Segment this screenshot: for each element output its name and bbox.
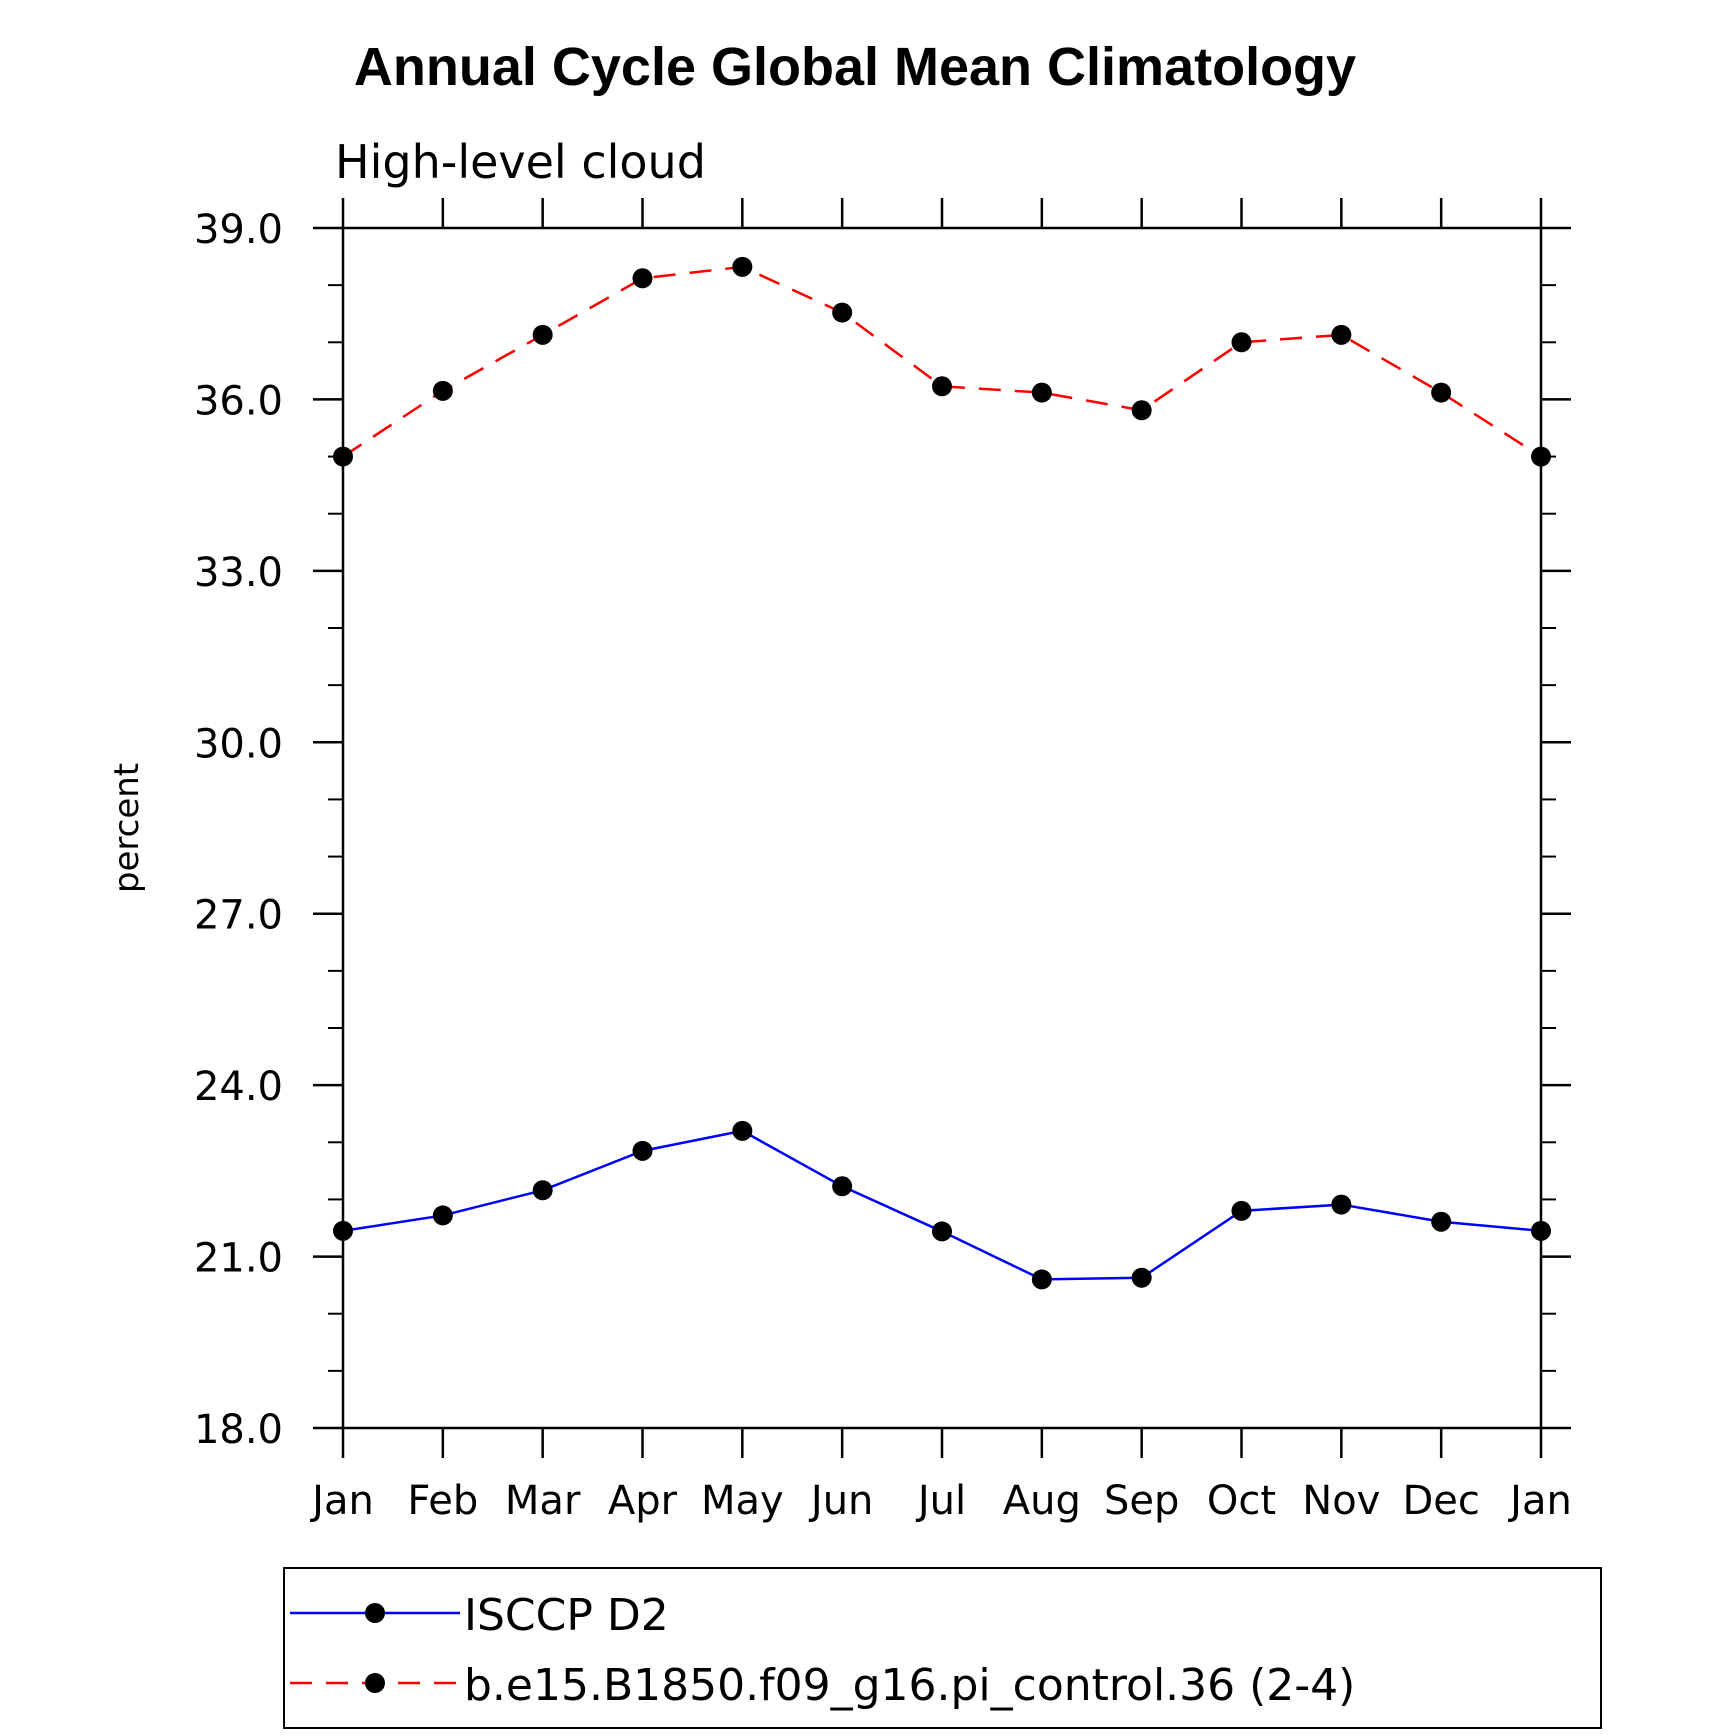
data-point-series-0 <box>632 1140 653 1161</box>
legend-label-isccp: ISCCP D2 <box>464 1590 669 1641</box>
data-point-series-1 <box>1131 400 1152 421</box>
data-point-series-0 <box>1431 1211 1452 1232</box>
series-line-1 <box>342 265 1542 458</box>
data-point-series-1 <box>1531 446 1551 467</box>
legend-marker-isccp <box>365 1603 385 1623</box>
y-tick-label: 30.0 <box>194 721 283 767</box>
legend-marker-model <box>365 1673 385 1693</box>
data-point-series-0 <box>1131 1267 1152 1288</box>
data-point-series-0 <box>832 1176 853 1197</box>
chart-title: Annual Cycle Global Mean Climatology <box>354 37 1356 97</box>
x-tick-label: Mar <box>505 1478 581 1524</box>
series-line-0 <box>342 1129 1542 1281</box>
x-tick-label: Jan <box>1507 1478 1572 1524</box>
data-point-series-1 <box>1431 382 1452 403</box>
data-point-series-0 <box>1331 1194 1352 1215</box>
data-point-series-1 <box>1331 324 1352 345</box>
x-tick-label: Apr <box>608 1478 678 1524</box>
x-tick-label: Jul <box>915 1478 966 1524</box>
legend-label-model: b.e15.B1850.f09_g16.pi_control.36 (2-4) <box>464 1660 1355 1711</box>
data-point-series-0 <box>1231 1200 1252 1221</box>
x-tick-label: Oct <box>1207 1478 1276 1524</box>
x-tick-label: Sep <box>1104 1478 1179 1524</box>
data-point-series-1 <box>333 446 353 467</box>
y-tick-label: 36.0 <box>194 378 283 424</box>
data-point-series-1 <box>432 380 453 401</box>
x-tick-label: Jan <box>309 1478 374 1524</box>
y-tick-label: 18.0 <box>194 1407 283 1453</box>
data-point-series-1 <box>832 302 853 323</box>
axes: 18.0 21.0 24.0 27.0 30.0 33.0 36.0 39.0 Jan Feb Ma… <box>194 198 1572 1524</box>
series-markers <box>333 256 1551 1290</box>
x-tick-label: Feb <box>407 1478 478 1524</box>
plot-frame <box>341 226 1543 1430</box>
data-point-series-1 <box>1031 382 1052 403</box>
series-lines <box>342 265 1542 1281</box>
data-point-series-1 <box>932 376 952 397</box>
x-tick-label: Aug <box>1003 1478 1081 1524</box>
y-tick-label: 24.0 <box>194 1064 283 1110</box>
x-tick-label: Jun <box>808 1478 874 1524</box>
data-point-series-0 <box>432 1205 453 1226</box>
legend-box <box>283 1567 1602 1729</box>
y-tick-label: 27.0 <box>194 893 283 939</box>
data-point-series-1 <box>532 324 553 345</box>
data-point-series-0 <box>1031 1269 1052 1290</box>
legend: ISCCP D2 b.e15.B1850.f09_g16.pi_control.… <box>283 1567 1602 1729</box>
data-point-series-0 <box>532 1180 553 1201</box>
x-tick-label: Nov <box>1302 1478 1380 1524</box>
data-point-series-0 <box>932 1221 952 1242</box>
y-tick-label: 21.0 <box>194 1236 283 1282</box>
y-tick-label: 33.0 <box>194 550 283 596</box>
y-axis-label: percent <box>107 763 147 893</box>
data-point-series-0 <box>732 1120 753 1141</box>
x-tick-label: May <box>701 1478 784 1524</box>
x-tick-label: Dec <box>1402 1478 1479 1524</box>
y-tick-label: 39.0 <box>194 207 283 253</box>
data-point-series-1 <box>732 256 753 277</box>
chart-subtitle: High-level cloud <box>335 135 706 189</box>
data-point-series-1 <box>1231 332 1252 353</box>
data-point-series-0 <box>333 1220 353 1241</box>
data-point-series-0 <box>1531 1220 1551 1241</box>
data-point-series-1 <box>632 268 653 289</box>
